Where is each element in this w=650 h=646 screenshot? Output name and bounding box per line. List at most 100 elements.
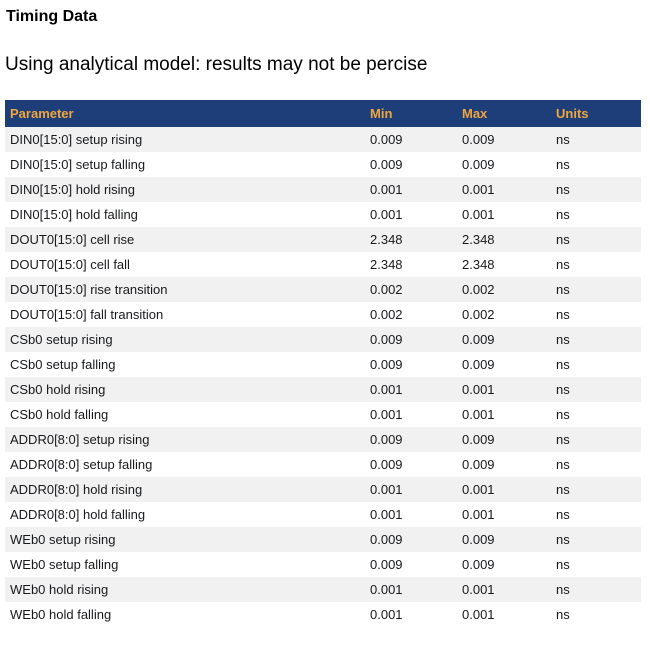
min-cell: 0.009 (370, 132, 403, 147)
table-row: DOUT0[15:0] cell fall 2.348 2.348 ns (5, 252, 641, 277)
table-row: ADDR0[8:0] setup rising 0.009 0.009 ns (5, 427, 641, 452)
parameter-cell: CSb0 hold rising (10, 382, 106, 397)
table-row: DIN0[15:0] setup falling 0.009 0.009 ns (5, 152, 641, 177)
max-cell: 0.001 (462, 582, 495, 597)
table-row: CSb0 setup falling 0.009 0.009 ns (5, 352, 641, 377)
max-cell: 0.001 (462, 382, 495, 397)
max-cell: 0.009 (462, 532, 495, 547)
max-cell: 0.001 (462, 607, 495, 622)
min-cell: 0.009 (370, 357, 403, 372)
units-cell: ns (556, 507, 570, 522)
table-row: ADDR0[8:0] hold rising 0.001 0.001 ns (5, 477, 641, 502)
table-row: DOUT0[15:0] cell rise 2.348 2.348 ns (5, 227, 641, 252)
parameter-cell: DIN0[15:0] hold falling (10, 207, 138, 222)
units-cell: ns (556, 357, 570, 372)
min-cell: 0.001 (370, 607, 403, 622)
max-cell: 0.009 (462, 557, 495, 572)
column-header-units: Units (556, 106, 589, 121)
units-cell: ns (556, 382, 570, 397)
parameter-cell: DOUT0[15:0] fall transition (10, 307, 164, 322)
min-cell: 2.348 (370, 232, 403, 247)
max-cell: 0.009 (462, 332, 495, 347)
parameter-cell: CSb0 hold falling (10, 407, 109, 422)
min-cell: 0.009 (370, 532, 403, 547)
page-subtitle: Using analytical model: results may not … (5, 54, 428, 75)
min-cell: 0.001 (370, 507, 403, 522)
min-cell: 0.001 (370, 482, 403, 497)
parameter-cell: DIN0[15:0] setup rising (10, 132, 143, 147)
units-cell: ns (556, 582, 570, 597)
table-row: WEb0 setup rising 0.009 0.009 ns (5, 527, 641, 552)
page-title: Timing Data (6, 8, 98, 25)
table-row: ADDR0[8:0] hold falling 0.001 0.001 ns (5, 502, 641, 527)
units-cell: ns (556, 457, 570, 472)
table-header-row: Parameter Min Max Units (5, 100, 641, 127)
parameter-cell: DOUT0[15:0] cell fall (10, 257, 130, 272)
max-cell: 0.002 (462, 307, 495, 322)
timing-data-table: Parameter Min Max Units DIN0[15:0] setup… (5, 100, 641, 627)
max-cell: 0.009 (462, 157, 495, 172)
units-cell: ns (556, 307, 570, 322)
units-cell: ns (556, 182, 570, 197)
parameter-cell: CSb0 setup falling (10, 357, 116, 372)
min-cell: 0.009 (370, 157, 403, 172)
min-cell: 0.001 (370, 182, 403, 197)
parameter-cell: WEb0 hold falling (10, 607, 112, 622)
table-row: WEb0 hold falling 0.001 0.001 ns (5, 602, 641, 627)
table-body: DIN0[15:0] setup rising 0.009 0.009 ns DIN0[… (5, 127, 641, 627)
units-cell: ns (556, 482, 570, 497)
units-cell: ns (556, 232, 570, 247)
min-cell: 0.009 (370, 432, 403, 447)
max-cell: 0.001 (462, 507, 495, 522)
table-row: CSb0 hold falling 0.001 0.001 ns (5, 402, 641, 427)
max-cell: 0.002 (462, 282, 495, 297)
units-cell: ns (556, 407, 570, 422)
units-cell: ns (556, 132, 570, 147)
max-cell: 0.009 (462, 457, 495, 472)
max-cell: 0.009 (462, 357, 495, 372)
min-cell: 2.348 (370, 257, 403, 272)
units-cell: ns (556, 332, 570, 347)
parameter-cell: WEb0 setup rising (10, 532, 116, 547)
column-header-max: Max (462, 106, 488, 121)
units-cell: ns (556, 207, 570, 222)
parameter-cell: DIN0[15:0] setup falling (10, 157, 146, 172)
min-cell: 0.002 (370, 282, 403, 297)
parameter-cell: DOUT0[15:0] cell rise (10, 232, 135, 247)
parameter-cell: DIN0[15:0] hold rising (10, 182, 136, 197)
max-cell: 0.001 (462, 207, 495, 222)
max-cell: 0.001 (462, 407, 495, 422)
units-cell: ns (556, 432, 570, 447)
units-cell: ns (556, 282, 570, 297)
table-row: CSb0 setup rising 0.009 0.009 ns (5, 327, 641, 352)
min-cell: 0.002 (370, 307, 403, 322)
units-cell: ns (556, 532, 570, 547)
max-cell: 0.009 (462, 432, 495, 447)
min-cell: 0.009 (370, 332, 403, 347)
parameter-cell: WEb0 hold rising (10, 582, 109, 597)
units-cell: ns (556, 257, 570, 272)
parameter-cell: ADDR0[8:0] hold rising (10, 482, 143, 497)
parameter-cell: WEb0 setup falling (10, 557, 119, 572)
max-cell: 0.009 (462, 132, 495, 147)
min-cell: 0.009 (370, 557, 403, 572)
min-cell: 0.009 (370, 457, 403, 472)
min-cell: 0.001 (370, 382, 403, 397)
min-cell: 0.001 (370, 207, 403, 222)
table-row: WEb0 hold rising 0.001 0.001 ns (5, 577, 641, 602)
units-cell: ns (556, 607, 570, 622)
table-row: DIN0[15:0] hold rising 0.001 0.001 ns (5, 177, 641, 202)
parameter-cell: ADDR0[8:0] setup rising (10, 432, 150, 447)
column-header-min: Min (370, 106, 393, 121)
max-cell: 2.348 (462, 257, 495, 272)
parameter-cell: CSb0 setup rising (10, 332, 113, 347)
table-row: DOUT0[15:0] rise transition 0.002 0.002 ns (5, 277, 641, 302)
parameter-cell: DOUT0[15:0] rise transition (10, 282, 168, 297)
table-row: DIN0[15:0] hold falling 0.001 0.001 ns (5, 202, 641, 227)
column-header-parameter: Parameter (10, 106, 74, 121)
parameter-cell: ADDR0[8:0] hold falling (10, 507, 146, 522)
units-cell: ns (556, 557, 570, 572)
table-row: WEb0 setup falling 0.009 0.009 ns (5, 552, 641, 577)
parameter-cell: ADDR0[8:0] setup falling (10, 457, 153, 472)
